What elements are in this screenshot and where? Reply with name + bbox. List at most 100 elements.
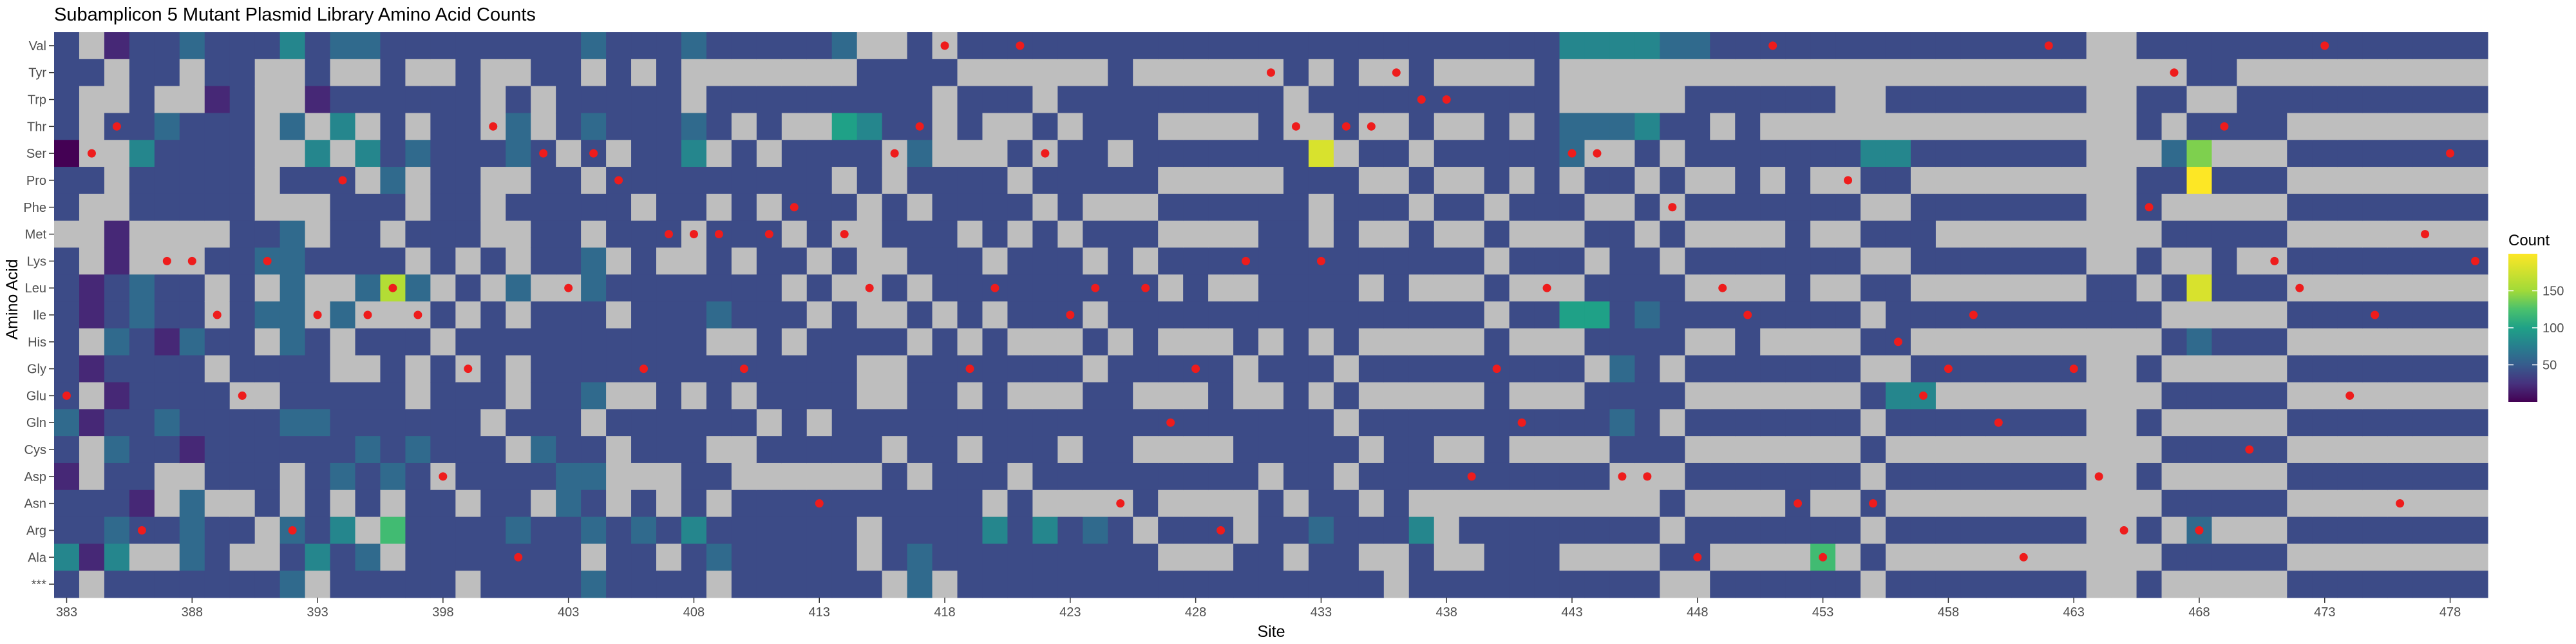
heatmap-cell	[1308, 140, 1334, 167]
heatmap-cell	[204, 436, 231, 464]
heatmap-cell	[1208, 328, 1234, 356]
heatmap-cell	[54, 462, 80, 491]
heatmap-cell	[1584, 86, 1611, 114]
heatmap-cell	[179, 436, 205, 464]
heatmap-cell	[480, 167, 506, 194]
heatmap-cell	[1609, 220, 1635, 249]
heatmap-cell	[2312, 355, 2338, 383]
heatmap-cell	[1083, 544, 1108, 571]
heatmap-cell	[430, 113, 456, 140]
heatmap-cell	[2086, 59, 2112, 87]
heatmap-cell	[1007, 516, 1033, 544]
heatmap-cell	[506, 59, 531, 87]
heatmap-cell	[2237, 544, 2262, 571]
heatmap-cell	[1710, 32, 1736, 60]
heatmap-cell	[2438, 247, 2463, 275]
heatmap-cell	[831, 382, 858, 410]
heatmap-cell	[2387, 355, 2413, 383]
wildtype-dot	[1542, 283, 1551, 292]
heatmap-cell	[1133, 32, 1159, 60]
heatmap-cell	[1032, 409, 1058, 437]
heatmap-cell	[2036, 436, 2062, 464]
heatmap-cell	[781, 544, 808, 571]
wildtype-dot	[990, 283, 999, 292]
heatmap-cell	[731, 32, 757, 60]
heatmap-cell	[656, 355, 682, 383]
heatmap-cell	[581, 193, 607, 222]
heatmap-cell	[1383, 193, 1410, 222]
heatmap-cell	[781, 355, 808, 383]
x-tick-label: 458	[1938, 605, 1959, 620]
heatmap-cell	[405, 516, 431, 544]
heatmap-cell	[982, 193, 1009, 222]
heatmap-cell	[229, 220, 256, 249]
heatmap-cell	[2312, 220, 2338, 249]
heatmap-cell	[2061, 301, 2087, 329]
heatmap-cell	[2136, 113, 2163, 140]
heatmap-cell	[1810, 86, 1836, 114]
heatmap-cell	[430, 382, 456, 410]
heatmap-cell	[1057, 571, 1083, 598]
heatmap-cell	[1208, 247, 1234, 275]
heatmap-cell	[1835, 544, 1861, 571]
wildtype-dot	[1517, 418, 1526, 427]
heatmap-cell	[2161, 436, 2188, 464]
heatmap-cell	[831, 436, 858, 464]
heatmap-cell	[430, 193, 456, 222]
heatmap-cell	[706, 328, 732, 356]
heatmap-cell	[2287, 247, 2313, 275]
heatmap-cell	[1108, 274, 1133, 302]
heatmap-cell	[380, 32, 406, 60]
heatmap-cell	[1408, 382, 1435, 410]
heatmap-cell	[1358, 328, 1385, 356]
heatmap-cell	[1032, 489, 1058, 518]
heatmap-cell	[1233, 32, 1259, 60]
heatmap-cell	[104, 409, 130, 437]
heatmap-cell	[2036, 544, 2062, 571]
heatmap-cell	[1133, 409, 1159, 437]
wildtype-dot	[1291, 122, 1300, 131]
heatmap-cell	[104, 544, 130, 571]
heatmap-cell	[229, 409, 256, 437]
heatmap-cell	[506, 220, 531, 249]
heatmap-cell	[1333, 382, 1359, 410]
heatmap-cell	[1183, 489, 1209, 518]
heatmap-cell	[2362, 462, 2388, 491]
heatmap-cell	[2412, 193, 2438, 222]
heatmap-cell	[781, 274, 808, 302]
heatmap-cell	[2011, 193, 2037, 222]
heatmap-cell	[1208, 301, 1234, 329]
heatmap-cell	[1509, 355, 1535, 383]
heatmap-cell	[1609, 86, 1635, 114]
heatmap-cell	[1835, 113, 1861, 140]
heatmap-cell	[1032, 274, 1058, 302]
heatmap-cell	[2136, 571, 2163, 598]
heatmap-cell	[581, 32, 607, 60]
wildtype-dot	[137, 526, 146, 535]
heatmap-cell	[2036, 409, 2062, 437]
heatmap-cell	[606, 247, 632, 275]
heatmap-cell	[656, 274, 682, 302]
heatmap-cell	[831, 489, 858, 518]
heatmap-cell	[129, 409, 155, 437]
heatmap-cell	[2362, 355, 2388, 383]
heatmap-cell	[1609, 328, 1635, 356]
heatmap-cell	[1158, 355, 1184, 383]
heatmap-cell	[1083, 409, 1108, 437]
heatmap-cell	[656, 571, 682, 598]
heatmap-cell	[2036, 274, 2062, 302]
heatmap-cell	[2337, 544, 2363, 571]
heatmap-cell	[179, 409, 205, 437]
heatmap-cell	[54, 544, 80, 571]
heatmap-cell	[907, 409, 933, 437]
heatmap-cell	[1785, 516, 1811, 544]
heatmap-cell	[982, 489, 1009, 518]
heatmap-cell	[254, 328, 281, 356]
heatmap-cell	[104, 220, 130, 249]
heatmap-cell	[229, 571, 256, 598]
heatmap-cell	[2287, 113, 2313, 140]
heatmap-cell	[1057, 489, 1083, 518]
heatmap-cell	[1208, 462, 1234, 491]
heatmap-cell	[254, 140, 281, 167]
heatmap-cell	[2463, 571, 2488, 598]
